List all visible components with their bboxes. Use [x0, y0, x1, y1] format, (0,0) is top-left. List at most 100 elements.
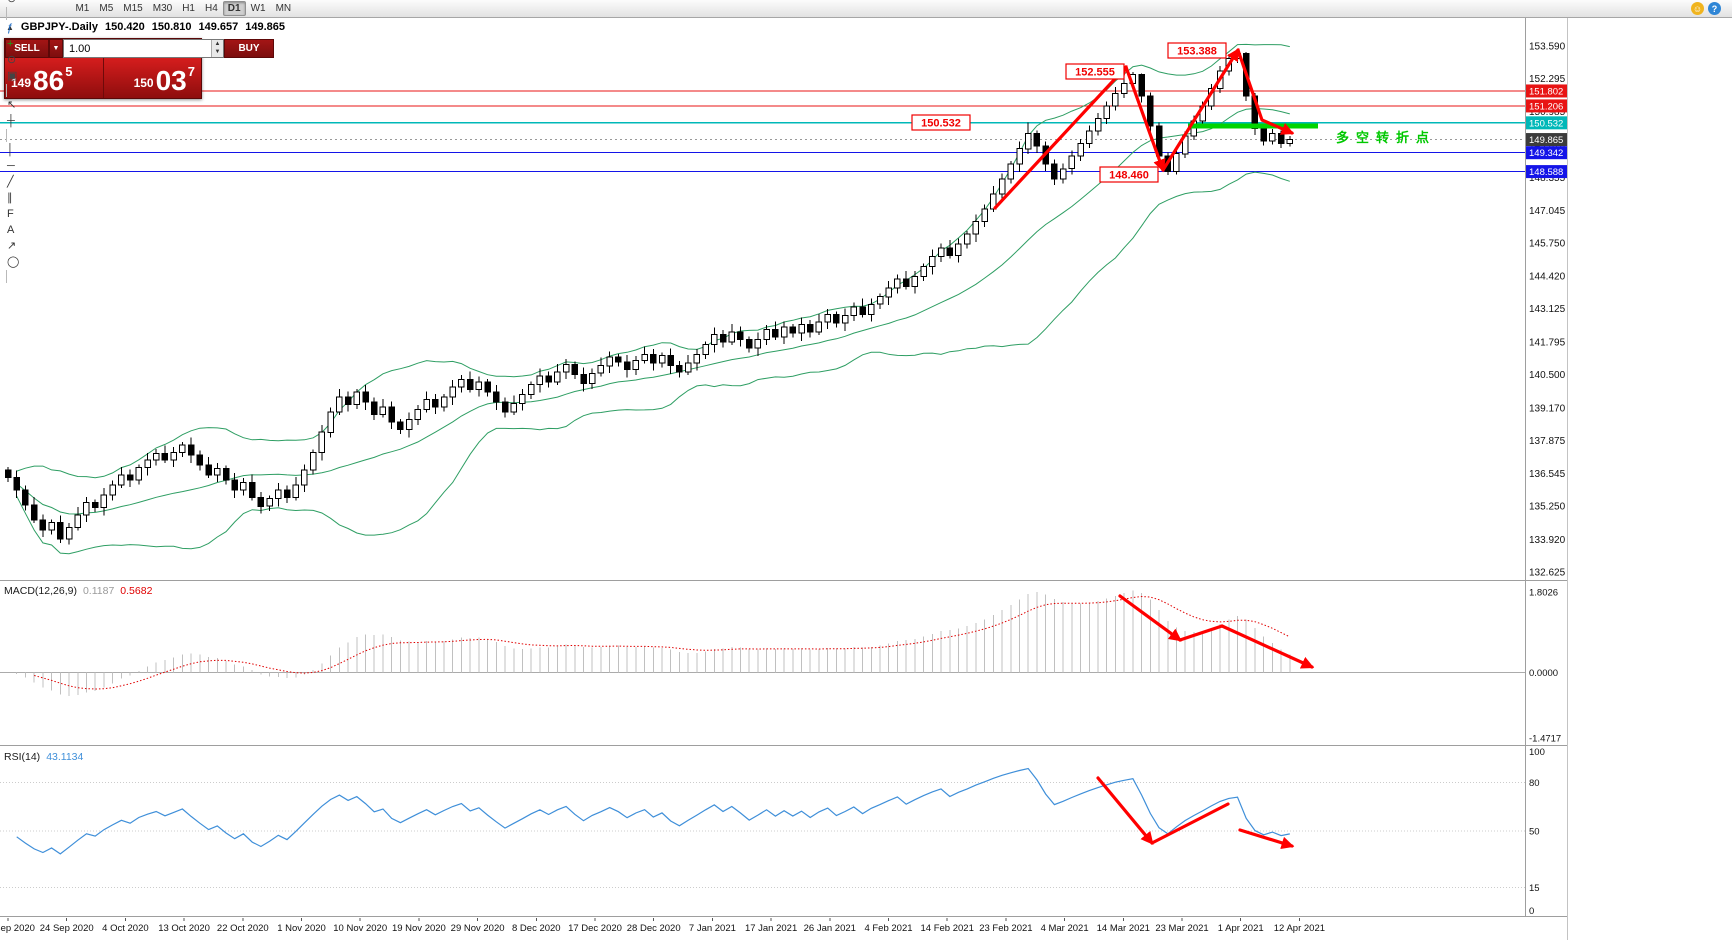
price-annotation-box	[1099, 166, 1159, 183]
vertical-line-icon[interactable]: │	[3, 142, 18, 158]
svg-text:4 Feb 2021: 4 Feb 2021	[864, 923, 912, 934]
svg-text:153.388: 153.388	[1177, 46, 1217, 58]
trendline-icon: ╱	[7, 175, 14, 188]
timeframe-M5[interactable]: M5	[94, 1, 118, 16]
sell-price-prefix: 149	[11, 76, 32, 90]
templates-icon[interactable]: ▣	[3, 68, 21, 84]
trend-arrow	[1238, 828, 1295, 850]
timeframe-H1[interactable]: H1	[177, 1, 200, 16]
svg-text:137.875: 137.875	[1529, 436, 1566, 447]
trendline-icon[interactable]: ╱	[3, 174, 18, 190]
trend-arrow	[1118, 594, 1182, 642]
volume-down-icon[interactable]: ▼	[212, 48, 223, 57]
symbol-info-bar: ▲ GBPJPY-.Daily 150.420 150.810 149.657 …	[6, 21, 285, 33]
templates-icon: ▣	[7, 69, 18, 82]
help-icon[interactable]: ?	[1708, 2, 1721, 15]
one-click-trade-panel: SELL ▼ ▲ ▼ BUY 149 86 5 150 03 7	[4, 38, 274, 99]
shapes-icon[interactable]: ◯	[3, 254, 23, 270]
time-axis[interactable]: 15 Sep 2020 24 Sep 2020 4 Oct 2020 13 Oct 2…	[0, 918, 1325, 934]
trend-arrow	[1096, 776, 1154, 845]
svg-text:141.795: 141.795	[1529, 338, 1566, 349]
svg-text:148.355: 148.355	[1529, 173, 1566, 184]
svg-text:151.206: 151.206	[1529, 101, 1563, 112]
toolbar-separator	[6, 84, 7, 97]
zoom-out-icon[interactable]: ⊖	[3, 0, 20, 7]
arrows-icon[interactable]: ↗	[3, 238, 20, 254]
cursor-icon: ↖	[7, 98, 17, 111]
volume-input[interactable]	[64, 40, 211, 57]
macd-pane: MACD(12,26,9) 0.1187 0.5682	[0, 585, 1525, 697]
svg-text:150.532: 150.532	[921, 118, 961, 130]
horizontal-line-icon[interactable]: ─	[3, 158, 19, 174]
timeframe-H4[interactable]: H4	[200, 1, 223, 16]
add-indicator-icon: +	[7, 37, 14, 50]
rsi-pane: RSI(14) 43.1134	[0, 751, 1525, 889]
indicators-icon[interactable]: ƒ	[3, 20, 17, 36]
rsi-label: RSI(14) 43.1134	[4, 751, 84, 763]
svg-text:26 Jan 2021: 26 Jan 2021	[804, 923, 856, 934]
ohlc-high: 150.810	[151, 21, 192, 33]
svg-text:4 Oct 2020: 4 Oct 2020	[102, 923, 148, 934]
svg-text:24 Sep 2020: 24 Sep 2020	[40, 923, 94, 934]
sell-options-caret-icon[interactable]: ▼	[49, 39, 63, 58]
buy-price-prefix: 150	[133, 76, 154, 90]
chart-annotations[interactable]: 152.555 153.388 150.532 148.460 多空转折点	[911, 42, 1436, 850]
timeframe-W1[interactable]: W1	[246, 1, 271, 16]
sell-price-sup: 5	[65, 64, 73, 79]
timeframe-D1[interactable]: D1	[222, 1, 246, 16]
cursor-icon[interactable]: ↖	[3, 97, 20, 113]
svg-text:150.985: 150.985	[1529, 107, 1566, 118]
price-annotation-box	[911, 114, 971, 131]
volume-up-icon[interactable]: ▲	[212, 40, 223, 49]
community-icon[interactable]: ☺	[1691, 2, 1704, 15]
price-level-lines[interactable]	[0, 90, 1525, 173]
periods-icon[interactable]: ⊙	[3, 52, 20, 68]
trend-arrow	[1236, 48, 1295, 135]
svg-text:132.625: 132.625	[1529, 568, 1566, 579]
trend-arrow	[1178, 624, 1224, 642]
svg-text:22 Oct 2020: 22 Oct 2020	[217, 923, 269, 934]
channel-icon[interactable]: ∥	[3, 190, 17, 206]
svg-text:50: 50	[1529, 827, 1540, 838]
svg-text:12 Apr 2021: 12 Apr 2021	[1274, 923, 1325, 934]
horizontal-line-icon: ─	[7, 159, 15, 172]
timeframe-M30[interactable]: M30	[148, 1, 177, 16]
trade-panel-toggle-icon[interactable]: ▲	[6, 22, 14, 32]
svg-text:143.125: 143.125	[1529, 304, 1566, 315]
toolbar-separator	[6, 7, 7, 20]
buy-price-button[interactable]: 150 03 7	[104, 58, 202, 98]
indicators-icon: ƒ	[7, 21, 14, 34]
toolbar-right: ☺?	[1691, 2, 1729, 15]
svg-text:8 Dec 2020: 8 Dec 2020	[512, 923, 561, 934]
zoom-out-icon: ⊖	[7, 0, 16, 5]
sell-price-button[interactable]: 149 86 5	[5, 58, 104, 98]
sell-button[interactable]: SELL	[5, 39, 49, 58]
svg-text:136.545: 136.545	[1529, 469, 1566, 480]
fibonacci-icon[interactable]: F	[3, 206, 18, 222]
timeframe-M1[interactable]: M1	[70, 1, 94, 16]
crosshair-icon[interactable]: ┼	[3, 113, 19, 129]
svg-text:144.420: 144.420	[1529, 272, 1566, 283]
svg-text:0.0000: 0.0000	[1529, 668, 1558, 679]
svg-text:149.865: 149.865	[1529, 135, 1563, 146]
buy-button[interactable]: BUY	[224, 39, 274, 58]
timeframe-M15[interactable]: M15	[118, 1, 147, 16]
price-scale[interactable]: 153.590152.295150.985149.670148.355147.0…	[1526, 42, 1567, 917]
svg-text:140.500: 140.500	[1529, 370, 1566, 381]
add-indicator-icon[interactable]: +	[3, 36, 17, 52]
text-icon[interactable]: A	[3, 222, 18, 238]
svg-text:15: 15	[1529, 883, 1540, 894]
svg-text:145.750: 145.750	[1529, 238, 1566, 249]
svg-text:-1.4717: -1.4717	[1529, 734, 1561, 745]
text-icon: A	[7, 223, 15, 236]
timeframe-MN[interactable]: MN	[271, 1, 297, 16]
svg-text:19 Nov 2020: 19 Nov 2020	[392, 923, 446, 934]
svg-text:152.555: 152.555	[1075, 67, 1115, 79]
price-annotation-box	[1167, 42, 1227, 59]
svg-text:28 Dec 2020: 28 Dec 2020	[627, 923, 681, 934]
svg-text:4 Mar 2021: 4 Mar 2021	[1041, 923, 1089, 934]
svg-text:13 Oct 2020: 13 Oct 2020	[158, 923, 210, 934]
sell-price-big: 86	[33, 65, 65, 97]
ohlc-low: 149.657	[198, 21, 239, 33]
